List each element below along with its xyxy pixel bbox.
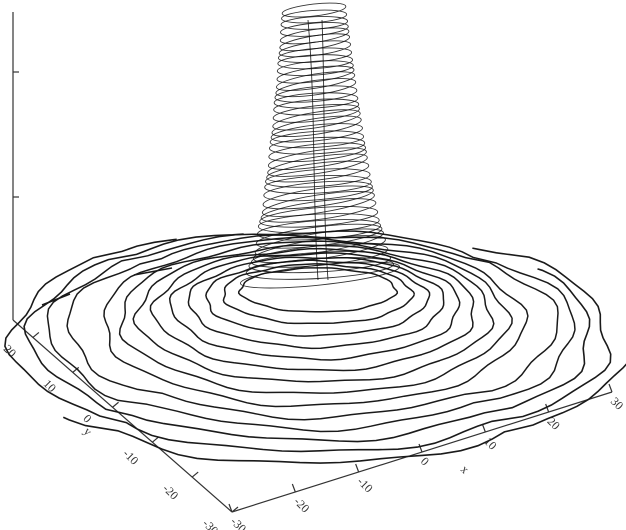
x-tick (545, 403, 550, 413)
x-tick-label: 30 (608, 394, 626, 412)
y-tick-label: -30 (200, 516, 221, 530)
contour-line (168, 252, 461, 361)
mesh-ring (267, 147, 367, 170)
contour-line (222, 263, 416, 325)
x-tick (481, 423, 486, 433)
mesh-ring (277, 54, 354, 70)
mesh-ring (268, 142, 367, 162)
mesh-ring (254, 228, 384, 257)
x-tick-label: -20 (291, 494, 312, 515)
mesh-ring (262, 185, 374, 210)
y-tick (112, 401, 119, 408)
mesh-ring (281, 9, 348, 24)
x-tick-label: -30 (228, 514, 249, 530)
mesh-ring (272, 109, 361, 131)
contour-line (187, 256, 445, 350)
mesh-ring (269, 130, 365, 149)
contour-line (132, 244, 495, 383)
mesh-ring (259, 206, 379, 228)
x-tick-label: -10 (355, 474, 376, 495)
mesh-ring (276, 65, 355, 84)
x-tick (355, 463, 360, 473)
contour-line (41, 293, 71, 306)
mesh-ring (270, 123, 363, 143)
y-axis-line (12, 319, 233, 513)
y-tick (32, 331, 40, 338)
contour-line (237, 267, 399, 313)
mesh-ring (255, 223, 383, 249)
mesh-ring (267, 153, 368, 177)
mesh-ring (275, 78, 357, 98)
y-tick (191, 471, 199, 478)
mesh-ring (261, 190, 375, 217)
mesh-ring (274, 85, 358, 103)
mesh-ring (260, 198, 377, 223)
surface-mesh (239, 2, 401, 289)
contour-line (4, 221, 612, 453)
contour-line (133, 267, 173, 276)
y-tick-label: -20 (160, 481, 181, 502)
y-tick (72, 366, 80, 373)
x-tick (418, 443, 423, 453)
mesh-ring (280, 21, 349, 37)
contour-lines (0, 217, 626, 464)
x-tick (291, 483, 296, 493)
y-tick-label: 0 (80, 411, 94, 425)
mesh-ring (271, 115, 362, 137)
mesh-ring (280, 16, 349, 30)
y-tick (151, 436, 159, 443)
mesh-ring (263, 180, 373, 202)
contour-line (118, 240, 513, 394)
y-tick-label: -10 (120, 446, 141, 467)
y-tick-label: 20 (1, 342, 19, 360)
x-tick (608, 383, 613, 393)
contour-line (103, 236, 529, 408)
mesh-ring (276, 60, 354, 77)
mesh-ring (276, 71, 356, 91)
contour-line (149, 247, 475, 372)
mesh-ring (269, 136, 366, 155)
x-tick (228, 503, 233, 513)
mesh-ridge (321, 19, 329, 281)
mesh-ring (257, 213, 380, 234)
mesh-ring (266, 160, 370, 183)
mesh-ring (272, 103, 360, 123)
mesh-ridge (307, 19, 319, 281)
x-axis-label: x (458, 462, 472, 476)
contour-line (66, 234, 559, 421)
contour-line (0, 217, 626, 464)
mesh-ring (256, 219, 382, 241)
mesh-ring (264, 175, 372, 194)
contour-line (46, 230, 576, 433)
contour-line (23, 224, 591, 443)
y-tick (231, 506, 239, 513)
mesh-ring (281, 2, 347, 18)
mesh-ring (273, 92, 359, 109)
mesh-ring (273, 98, 360, 116)
mesh-ring (265, 168, 371, 188)
